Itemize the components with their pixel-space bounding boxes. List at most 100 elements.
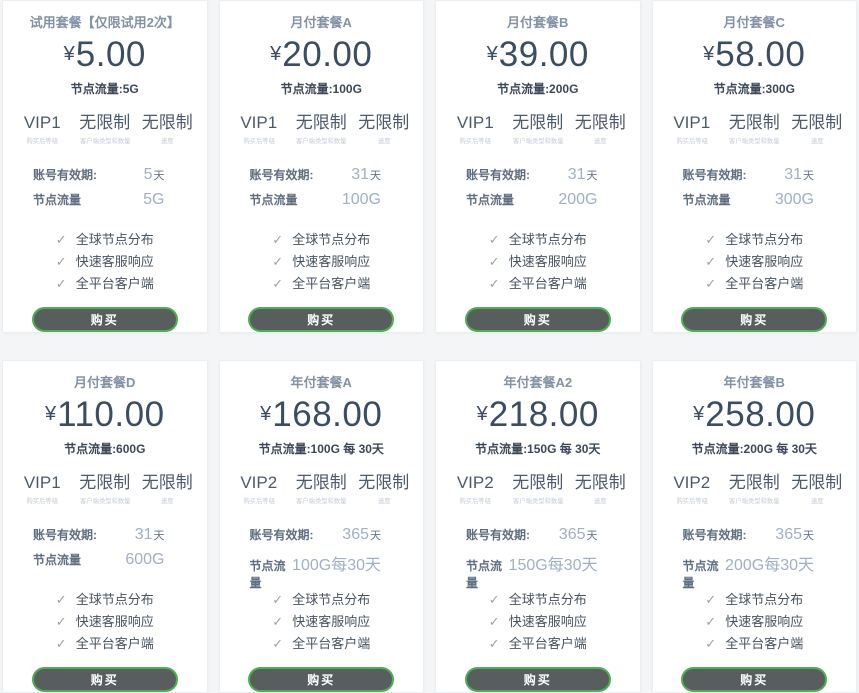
buy-button[interactable]: 购买	[681, 307, 828, 332]
traffic-label: 节点流量	[466, 559, 503, 591]
buy-button[interactable]: 购买	[464, 667, 611, 692]
plan-detail-rows: 账号有效期: 31天 节点流量 300G	[653, 166, 857, 216]
feature-item: ✓ 全球节点分布	[272, 589, 370, 611]
plan-traffic-summary: 节点流量:300G	[713, 82, 795, 97]
check-icon: ✓	[705, 592, 717, 608]
currency-symbol: ¥	[260, 403, 272, 426]
traffic-number: 100G每30天	[292, 557, 381, 575]
validity-number: 365	[775, 526, 802, 544]
plan-stats-row: VIP1 购买后等级 无限制 客户端类型和数量 无限制 速度	[220, 112, 424, 146]
plan-card: 试用套餐【仅限试用2次】 ¥5.00 节点流量:5G VIP1 购买后等级 无限…	[2, 0, 208, 333]
validity-row: 账号有效期: 365天	[653, 526, 857, 551]
validity-label: 账号有效期:	[466, 528, 530, 543]
feature-item: ✓ 全平台客户端	[705, 273, 803, 295]
buy-button[interactable]: 购买	[248, 307, 395, 332]
client-limit-caption: 客户端类型和数量	[79, 498, 130, 506]
plan-card: 月付套餐D ¥110.00 节点流量:600G VIP1 购买后等级 无限制 客…	[2, 360, 208, 693]
validity-unit: 天	[153, 170, 165, 183]
plan-detail-rows: 账号有效期: 31天 节点流量 600G	[3, 526, 207, 576]
feature-item: ✓ 快速客服响应	[489, 611, 587, 633]
currency-symbol: ¥	[476, 403, 488, 426]
stat-speed-limit: 无限制 速度	[136, 112, 199, 146]
speed-limit-caption: 速度	[810, 138, 824, 146]
check-icon: ✓	[55, 592, 67, 608]
plan-price: ¥110.00	[3, 394, 207, 434]
check-icon: ✓	[272, 254, 284, 270]
vip-level-value: VIP2	[240, 473, 278, 493]
plan-price: ¥58.00	[653, 34, 857, 74]
plan-card: 月付套餐B ¥39.00 节点流量:200G VIP1 购买后等级 无限制 客户…	[435, 0, 641, 333]
plan-price: ¥168.00	[220, 394, 424, 434]
validity-number: 365	[558, 526, 586, 544]
plan-card: 年付套餐A ¥168.00 节点流量:100G 每 30天 VIP2 购买后等级…	[218, 360, 424, 693]
stat-client-limit: 无限制 客户端类型和数量	[723, 112, 786, 146]
check-icon: ✓	[55, 614, 67, 630]
validity-unit: 天	[153, 530, 165, 543]
check-icon: ✓	[55, 232, 67, 248]
feature-text: 全平台客户端	[725, 636, 804, 652]
traffic-row: 节点流量 300G	[653, 191, 857, 216]
feature-text: 快速客服响应	[508, 254, 587, 270]
vip-level-value: VIP2	[673, 473, 711, 493]
currency-symbol: ¥	[63, 43, 75, 66]
validity-unit: 天	[803, 530, 814, 543]
traffic-label: 节点流量	[466, 193, 515, 208]
buy-button[interactable]: 购买	[31, 667, 178, 692]
plan-stats-row: VIP1 购买后等级 无限制 客户端类型和数量 无限制 速度	[436, 112, 640, 146]
validity-number: 31	[567, 166, 586, 184]
vip-level-value: VIP1	[23, 113, 61, 133]
feature-text: 快速客服响应	[292, 614, 371, 630]
feature-text: 快速客服响应	[75, 614, 154, 630]
validity-label: 账号有效期:	[682, 168, 747, 183]
buy-button[interactable]: 购买	[464, 307, 611, 332]
plan-traffic-summary: 节点流量:600G	[64, 442, 146, 457]
feature-item: ✓ 全平台客户端	[705, 633, 803, 655]
feature-list: ✓ 全球节点分布 ✓ 快速客服响应 ✓ 全平台客户端	[56, 589, 154, 655]
currency-symbol: ¥	[270, 43, 282, 66]
traffic-value: 300G	[775, 191, 814, 209]
check-icon: ✓	[272, 592, 284, 608]
buy-button[interactable]: 购买	[681, 667, 828, 692]
plan-card: 年付套餐B ¥258.00 节点流量:200G 每 30天 VIP2 购买后等级…	[651, 360, 857, 693]
traffic-number: 5G	[143, 191, 165, 209]
speed-limit-caption: 速度	[810, 498, 824, 506]
validity-unit: 天	[803, 170, 814, 183]
feature-text: 全球节点分布	[75, 232, 154, 248]
speed-limit-caption: 速度	[160, 138, 174, 146]
traffic-row: 节点流量 100G每30天	[220, 551, 424, 590]
plan-detail-rows: 账号有效期: 365天 节点流量 150G每30天	[436, 526, 640, 590]
check-icon: ✓	[488, 254, 500, 270]
feature-item: ✓ 全平台客户端	[56, 273, 154, 295]
buy-button[interactable]: 购买	[31, 307, 178, 332]
stat-speed-limit: 无限制 速度	[786, 472, 849, 506]
vip-level-caption: 购买后等级	[26, 138, 59, 146]
vip-level-caption: 购买后等级	[676, 498, 708, 506]
buy-button[interactable]: 购买	[248, 667, 395, 692]
plan-stats-row: VIP2 购买后等级 无限制 客户端类型和数量 无限制 速度	[220, 472, 424, 506]
speed-limit-value: 无限制	[358, 473, 410, 493]
plan-title: 月付套餐B	[507, 15, 569, 30]
traffic-row: 节点流量 200G每30天	[653, 551, 857, 590]
validity-value: 31天	[351, 166, 381, 184]
feature-text: 快速客服响应	[725, 614, 804, 630]
client-limit-value: 无限制	[512, 113, 564, 133]
validity-label: 账号有效期:	[249, 168, 314, 183]
client-limit-caption: 客户端类型和数量	[512, 498, 563, 506]
client-limit-value: 无限制	[79, 473, 131, 493]
client-limit-caption: 客户端类型和数量	[296, 498, 347, 506]
traffic-row: 节点流量 5G	[3, 191, 207, 216]
feature-list: ✓ 全球节点分布 ✓ 快速客服响应 ✓ 全平台客户端	[489, 589, 587, 655]
traffic-label: 节点流量	[33, 193, 82, 208]
feature-list: ✓ 全球节点分布 ✓ 快速客服响应 ✓ 全平台客户端	[56, 229, 154, 295]
stat-speed-limit: 无限制 速度	[569, 472, 632, 506]
traffic-number: 300G	[774, 191, 814, 209]
traffic-row: 节点流量 600G	[3, 551, 207, 576]
vip-level-value: VIP1	[240, 113, 278, 133]
traffic-number: 200G	[558, 191, 598, 209]
price-amount: 258.00	[705, 395, 816, 435]
plan-card: 年付套餐A2 ¥218.00 节点流量:150G 每 30天 VIP2 购买后等…	[435, 360, 641, 693]
client-limit-caption: 客户端类型和数量	[512, 138, 563, 146]
validity-row: 账号有效期: 5天	[3, 166, 207, 191]
validity-number: 31	[784, 166, 802, 184]
